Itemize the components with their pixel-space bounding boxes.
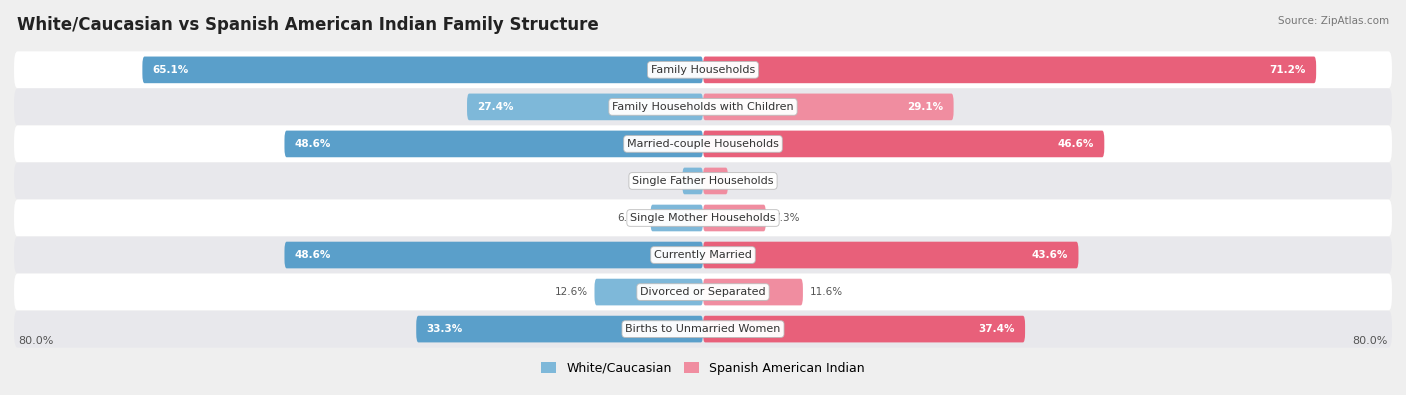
Text: 29.1%: 29.1% (907, 102, 943, 112)
FancyBboxPatch shape (703, 131, 1104, 157)
Text: 33.3%: 33.3% (426, 324, 463, 334)
FancyBboxPatch shape (651, 205, 703, 231)
Text: 27.4%: 27.4% (478, 102, 513, 112)
FancyBboxPatch shape (416, 316, 703, 342)
FancyBboxPatch shape (595, 279, 703, 305)
Text: 2.4%: 2.4% (650, 176, 675, 186)
Text: 80.0%: 80.0% (1353, 336, 1388, 346)
FancyBboxPatch shape (682, 167, 703, 194)
Text: 37.4%: 37.4% (979, 324, 1015, 334)
Text: Married-couple Households: Married-couple Households (627, 139, 779, 149)
Text: Currently Married: Currently Married (654, 250, 752, 260)
Text: 6.1%: 6.1% (617, 213, 644, 223)
Text: 12.6%: 12.6% (554, 287, 588, 297)
FancyBboxPatch shape (703, 279, 803, 305)
Text: 80.0%: 80.0% (18, 336, 53, 346)
FancyBboxPatch shape (703, 205, 766, 231)
Text: 11.6%: 11.6% (810, 287, 844, 297)
FancyBboxPatch shape (284, 242, 703, 268)
Text: 2.9%: 2.9% (735, 176, 762, 186)
FancyBboxPatch shape (703, 316, 1025, 342)
FancyBboxPatch shape (14, 126, 1392, 162)
FancyBboxPatch shape (284, 131, 703, 157)
Text: Births to Unmarried Women: Births to Unmarried Women (626, 324, 780, 334)
Text: Family Households: Family Households (651, 65, 755, 75)
Text: 43.6%: 43.6% (1032, 250, 1069, 260)
FancyBboxPatch shape (14, 273, 1392, 310)
Text: Single Mother Households: Single Mother Households (630, 213, 776, 223)
FancyBboxPatch shape (14, 199, 1392, 237)
Legend: White/Caucasian, Spanish American Indian: White/Caucasian, Spanish American Indian (536, 357, 870, 380)
Text: White/Caucasian vs Spanish American Indian Family Structure: White/Caucasian vs Spanish American Indi… (17, 16, 599, 34)
Text: 71.2%: 71.2% (1270, 65, 1306, 75)
Text: 48.6%: 48.6% (295, 250, 332, 260)
FancyBboxPatch shape (14, 310, 1392, 348)
FancyBboxPatch shape (14, 237, 1392, 273)
Text: 46.6%: 46.6% (1057, 139, 1094, 149)
Text: Source: ZipAtlas.com: Source: ZipAtlas.com (1278, 16, 1389, 26)
Text: 48.6%: 48.6% (295, 139, 332, 149)
FancyBboxPatch shape (703, 242, 1078, 268)
FancyBboxPatch shape (703, 56, 1316, 83)
Text: Single Father Households: Single Father Households (633, 176, 773, 186)
FancyBboxPatch shape (703, 167, 728, 194)
Text: 65.1%: 65.1% (153, 65, 188, 75)
FancyBboxPatch shape (467, 94, 703, 120)
Text: Family Households with Children: Family Households with Children (612, 102, 794, 112)
FancyBboxPatch shape (142, 56, 703, 83)
FancyBboxPatch shape (14, 51, 1392, 88)
Text: 7.3%: 7.3% (773, 213, 799, 223)
Text: Divorced or Separated: Divorced or Separated (640, 287, 766, 297)
FancyBboxPatch shape (703, 94, 953, 120)
FancyBboxPatch shape (14, 162, 1392, 199)
FancyBboxPatch shape (14, 88, 1392, 126)
